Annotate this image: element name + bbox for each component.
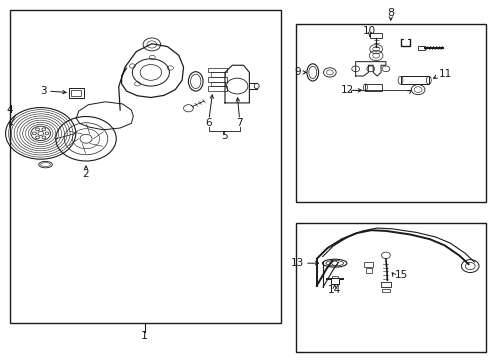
- Circle shape: [42, 128, 46, 131]
- Circle shape: [45, 132, 49, 135]
- Text: 8: 8: [386, 8, 393, 18]
- Bar: [10, 10, 281, 323]
- Bar: [295, 24, 485, 202]
- Text: 2: 2: [82, 168, 89, 179]
- Text: 5: 5: [220, 131, 227, 141]
- Bar: [207, 86, 227, 91]
- Bar: [417, 46, 425, 50]
- Bar: [210, 82, 224, 86]
- Bar: [380, 282, 390, 287]
- Text: 9: 9: [293, 67, 300, 77]
- Text: 15: 15: [394, 270, 407, 280]
- Bar: [364, 262, 372, 267]
- Bar: [400, 76, 428, 84]
- Bar: [366, 268, 371, 273]
- Text: 12: 12: [340, 85, 354, 95]
- Bar: [295, 223, 485, 352]
- Circle shape: [32, 132, 36, 135]
- Text: 4: 4: [6, 105, 13, 115]
- Text: 3: 3: [41, 86, 47, 96]
- Bar: [381, 289, 389, 292]
- Circle shape: [36, 128, 40, 131]
- Circle shape: [36, 136, 40, 139]
- Bar: [331, 276, 337, 278]
- Text: 7: 7: [236, 118, 243, 128]
- Text: 14: 14: [327, 285, 341, 296]
- Text: 1: 1: [141, 331, 148, 341]
- Bar: [71, 90, 81, 96]
- Circle shape: [42, 136, 46, 139]
- Circle shape: [38, 131, 43, 135]
- Bar: [207, 77, 227, 82]
- Text: 6: 6: [205, 118, 212, 128]
- Text: 10: 10: [363, 26, 376, 36]
- Bar: [207, 68, 227, 72]
- Text: 13: 13: [290, 258, 304, 268]
- Bar: [365, 84, 381, 91]
- Bar: [69, 88, 83, 98]
- Text: 11: 11: [438, 69, 451, 79]
- Bar: [369, 33, 382, 39]
- Bar: [210, 72, 224, 77]
